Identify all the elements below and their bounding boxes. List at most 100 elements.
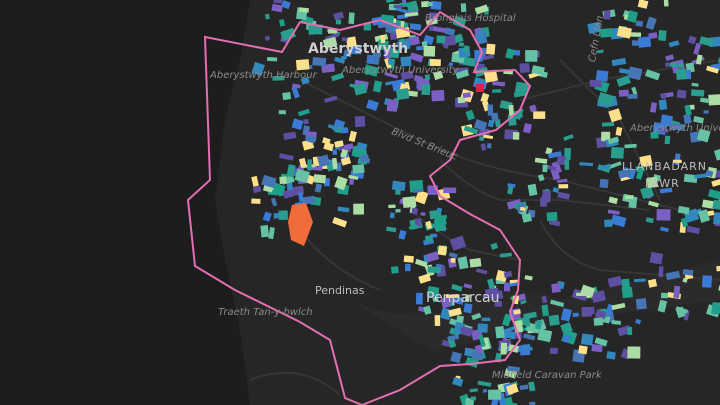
building bbox=[500, 342, 508, 355]
building bbox=[699, 97, 709, 104]
building bbox=[529, 104, 537, 113]
building bbox=[482, 388, 488, 394]
building bbox=[534, 157, 548, 164]
building bbox=[607, 209, 620, 215]
building bbox=[563, 134, 574, 141]
building bbox=[427, 266, 442, 274]
building bbox=[716, 265, 720, 272]
building bbox=[352, 164, 365, 174]
building bbox=[452, 376, 464, 387]
building bbox=[393, 4, 403, 9]
building bbox=[389, 48, 400, 59]
building bbox=[460, 326, 474, 337]
building bbox=[395, 208, 401, 213]
building bbox=[626, 10, 639, 23]
building bbox=[656, 209, 671, 221]
building bbox=[627, 346, 641, 359]
building bbox=[264, 35, 271, 41]
building bbox=[331, 157, 338, 170]
building bbox=[264, 13, 270, 20]
building bbox=[589, 79, 602, 88]
building bbox=[395, 88, 410, 101]
building bbox=[411, 207, 419, 215]
building bbox=[313, 174, 326, 184]
building bbox=[659, 128, 669, 133]
building bbox=[281, 173, 289, 178]
building bbox=[650, 131, 659, 139]
building bbox=[475, 268, 488, 275]
building bbox=[635, 165, 645, 172]
building bbox=[713, 212, 720, 225]
building bbox=[562, 334, 571, 343]
building bbox=[683, 173, 698, 183]
building bbox=[300, 195, 316, 205]
building bbox=[425, 235, 433, 242]
building bbox=[699, 36, 714, 47]
building bbox=[429, 58, 441, 67]
building bbox=[499, 252, 512, 258]
building bbox=[324, 178, 330, 187]
building bbox=[420, 212, 426, 216]
building bbox=[487, 104, 494, 116]
building bbox=[635, 318, 642, 325]
building bbox=[578, 345, 588, 355]
building bbox=[668, 40, 680, 48]
building bbox=[321, 137, 331, 145]
label-university: Aberystwyth University bbox=[629, 123, 720, 134]
building bbox=[560, 308, 572, 322]
building bbox=[624, 195, 634, 200]
building bbox=[546, 211, 558, 222]
building bbox=[487, 278, 496, 290]
building bbox=[291, 118, 304, 131]
building bbox=[507, 281, 520, 288]
building bbox=[386, 99, 398, 112]
building bbox=[385, 80, 394, 86]
building bbox=[628, 32, 642, 37]
building bbox=[359, 154, 370, 163]
building bbox=[421, 40, 428, 47]
building bbox=[423, 45, 436, 57]
building bbox=[251, 61, 265, 76]
building bbox=[621, 286, 634, 299]
building bbox=[564, 159, 570, 170]
building bbox=[353, 203, 364, 215]
building bbox=[549, 347, 558, 355]
building bbox=[611, 302, 626, 311]
building bbox=[398, 38, 405, 43]
building bbox=[340, 156, 352, 166]
building bbox=[270, 197, 278, 207]
building bbox=[627, 93, 638, 99]
building bbox=[631, 86, 638, 96]
building bbox=[436, 207, 443, 212]
building bbox=[487, 119, 495, 128]
building bbox=[572, 312, 579, 317]
building bbox=[648, 32, 658, 40]
building bbox=[282, 189, 295, 199]
building bbox=[473, 119, 488, 132]
building bbox=[682, 268, 694, 276]
building bbox=[469, 388, 478, 393]
label-university: Aberystwyth University bbox=[341, 65, 460, 76]
building bbox=[660, 93, 667, 100]
building bbox=[486, 143, 492, 149]
building bbox=[627, 326, 633, 336]
building bbox=[608, 196, 618, 205]
building bbox=[599, 163, 611, 170]
river-valley bbox=[350, 260, 720, 350]
building bbox=[541, 295, 548, 304]
building bbox=[463, 283, 473, 289]
building bbox=[400, 56, 412, 67]
building bbox=[607, 275, 623, 288]
building bbox=[448, 307, 462, 318]
building bbox=[691, 89, 705, 97]
label-hospital: Bronglais Hospital bbox=[425, 13, 516, 24]
building bbox=[450, 257, 456, 263]
building bbox=[436, 35, 446, 44]
building bbox=[337, 206, 350, 213]
building bbox=[298, 7, 309, 13]
building bbox=[664, 62, 671, 68]
building bbox=[645, 16, 657, 31]
building bbox=[599, 28, 613, 38]
building bbox=[449, 235, 467, 251]
building bbox=[490, 242, 499, 250]
